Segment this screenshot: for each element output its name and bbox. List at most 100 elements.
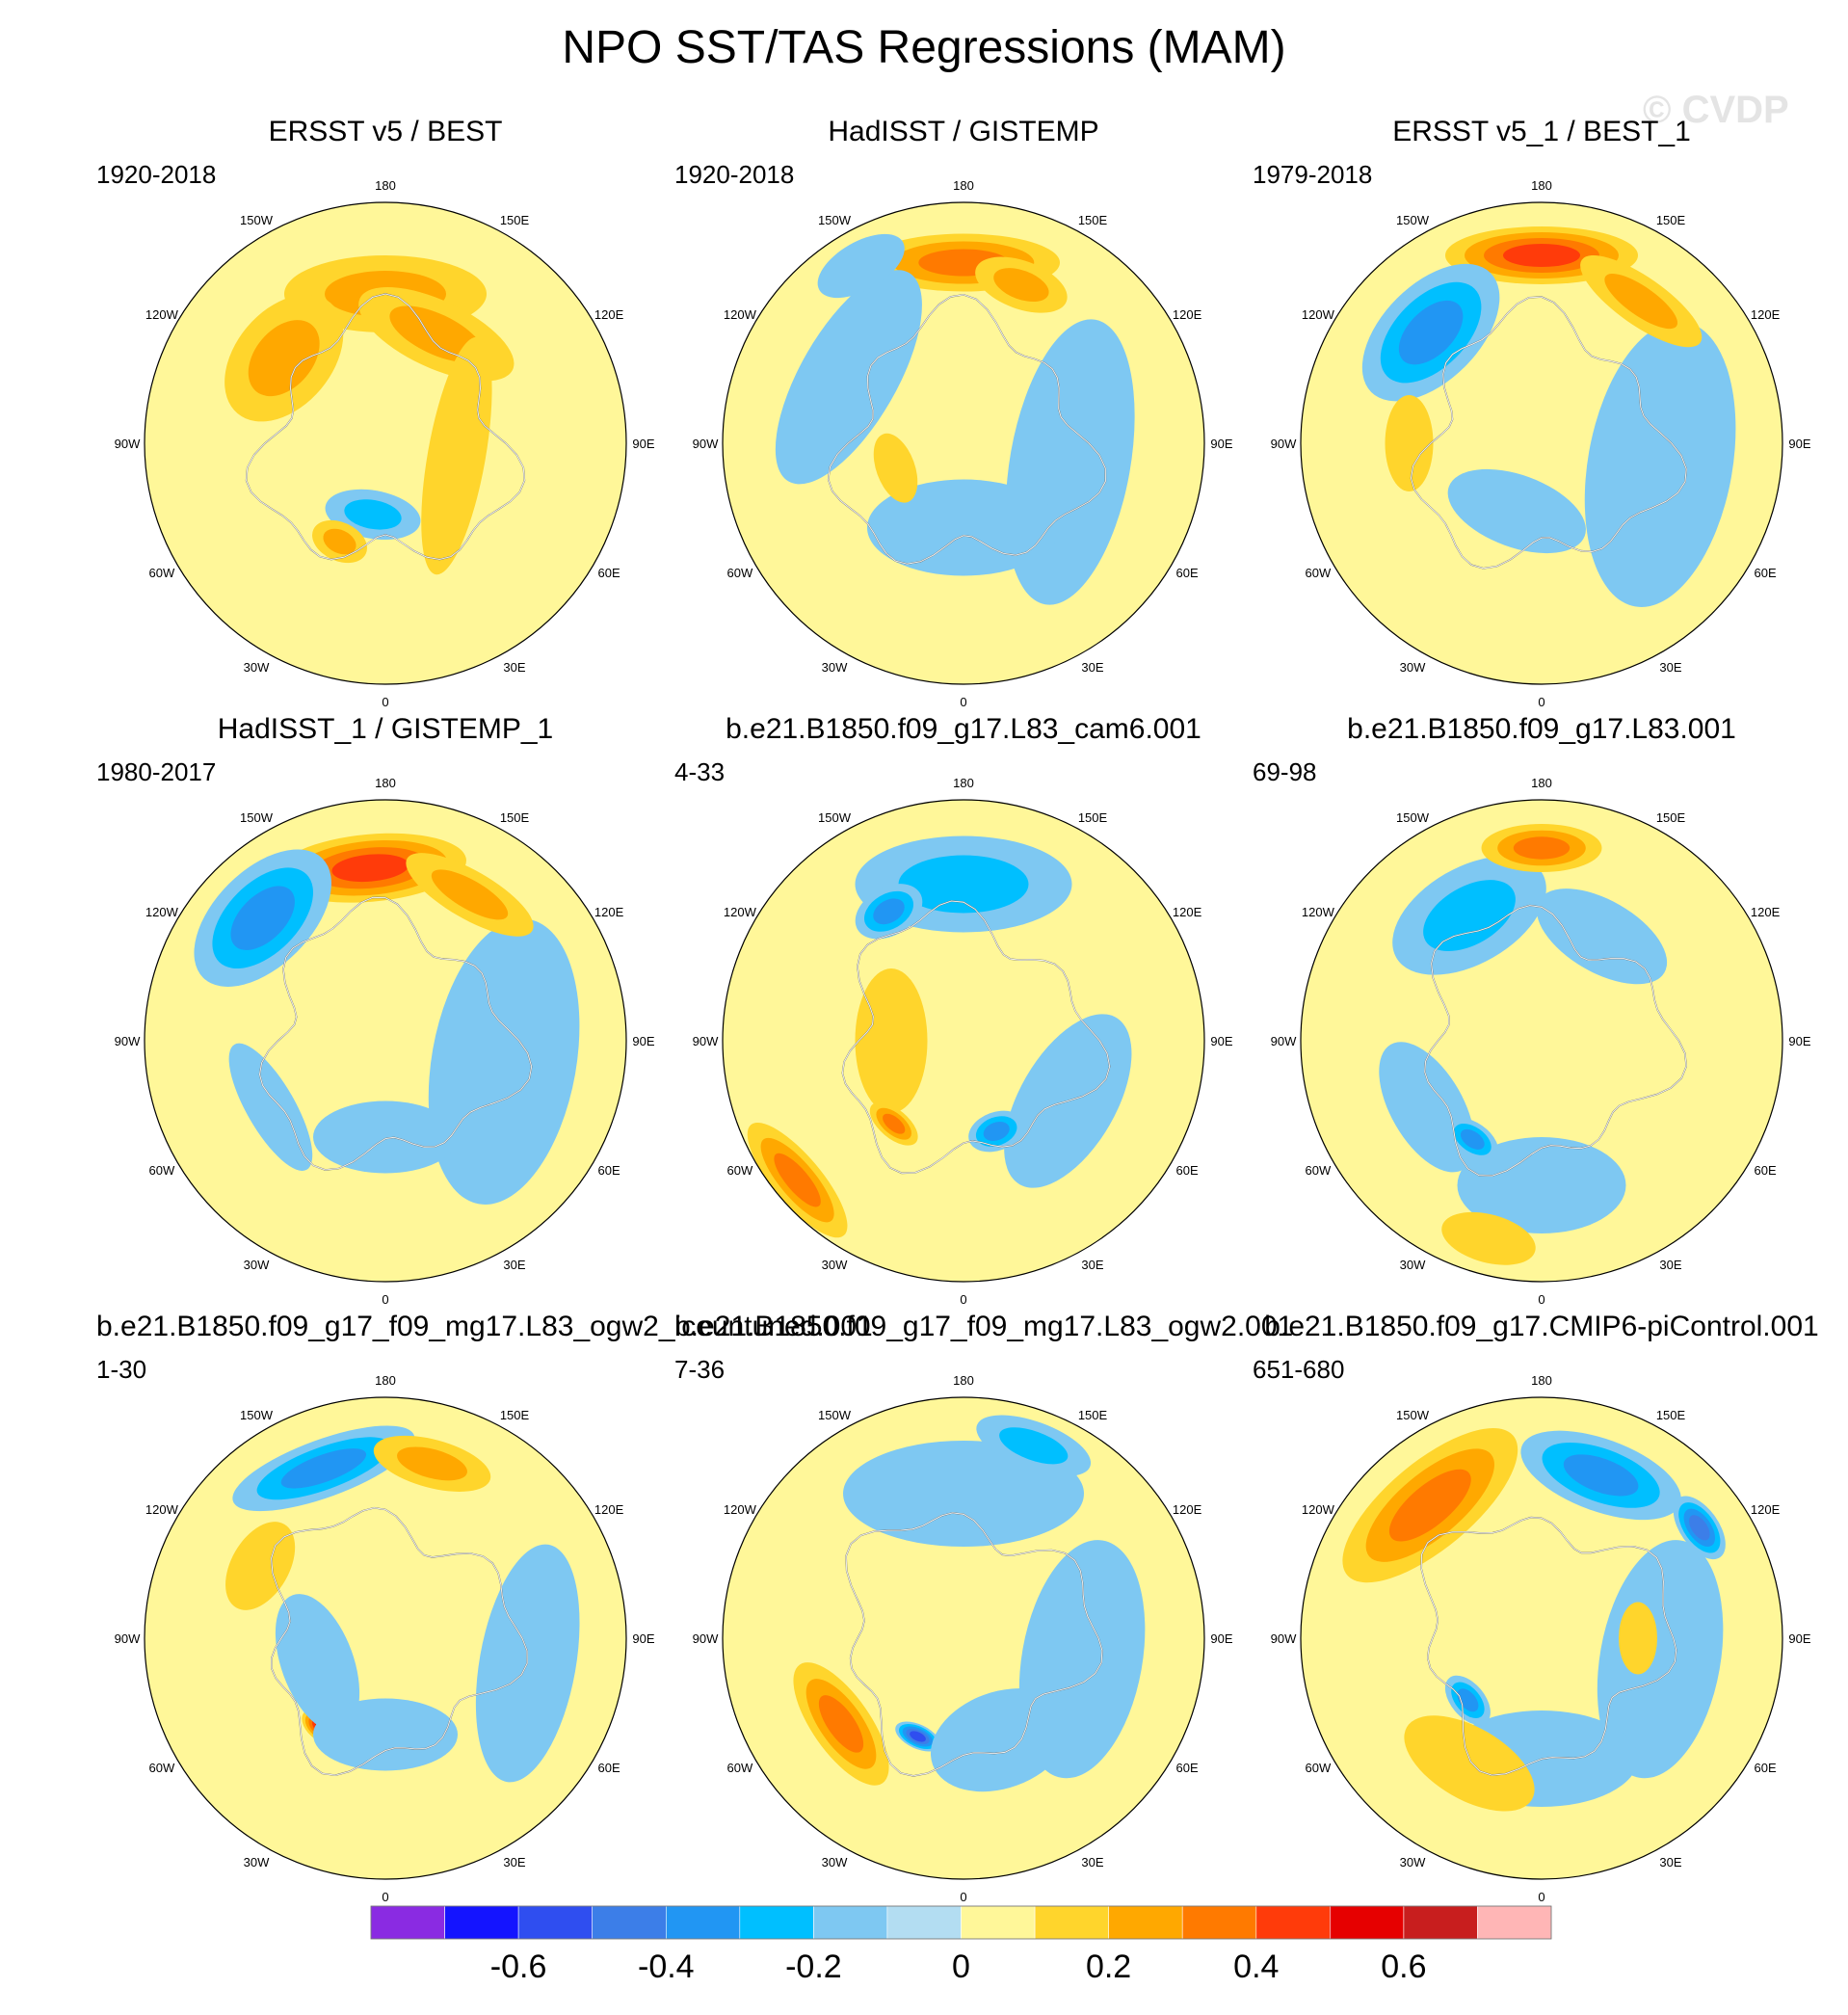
anomaly-contour [873, 433, 918, 503]
lon-tick-label: 30E [1659, 660, 1681, 675]
polar-map: 180 150E 120E 90E 60E 30E 0 30W 60W 90W 120W 150W [693, 1373, 1233, 1904]
lon-tick-label: 60E [598, 1163, 620, 1178]
lon-tick-label: 90W [693, 1631, 719, 1646]
lon-tick-label: 90W [115, 1034, 141, 1048]
panel-period: 651-680 [1253, 1355, 1345, 1384]
polar-map: 180 150E 120E 90E 60E 30E 0 30W 60W 90W 120W 150W [115, 1373, 655, 1904]
lon-tick-label: 180 [375, 776, 396, 790]
anomaly-contour [883, 1113, 906, 1134]
lon-tick-label: 30W [244, 1258, 270, 1272]
map-panel: b.e21.B1850.f09_g17_f09_mg17.L83_ogw2_ic… [96, 1311, 873, 1908]
lon-tick-label: 30W [1400, 660, 1426, 675]
colorbar-tick-label: 0.6 [1381, 1949, 1426, 1985]
lon-tick-label: 180 [1531, 1373, 1552, 1388]
lon-tick-label: 150E [500, 810, 530, 825]
lon-tick-label: 90E [1210, 437, 1232, 451]
lon-tick-label: 120E [594, 1502, 624, 1517]
anomaly-contour [775, 270, 922, 485]
lon-tick-label: 60E [1176, 1163, 1199, 1178]
colorbar-tick-label: 0 [952, 1949, 970, 1985]
lon-tick-label: 150E [500, 213, 530, 227]
anomaly-contour [323, 528, 356, 555]
anomaly-contour [1536, 888, 1668, 985]
lon-tick-label: 150E [1078, 810, 1108, 825]
lon-tick-label: 120W [724, 905, 757, 919]
colorbar-box [444, 1905, 519, 1940]
anomaly-contour [1584, 321, 1736, 607]
colorbar-tick-label: -0.2 [785, 1949, 842, 1985]
colorbar-box [1403, 1905, 1478, 1940]
lon-tick-label: 30E [1659, 1855, 1681, 1869]
map-border [1300, 201, 1783, 685]
lon-tick-label: 0 [382, 1292, 388, 1307]
colorbar: -0.6 -0.4 -0.2 0 0.2 0.4 0.6 [370, 1905, 1552, 1985]
lon-tick-label: 120E [1751, 1502, 1781, 1517]
lon-tick-label: 30W [822, 660, 848, 675]
lon-tick-label: 90E [632, 1034, 654, 1048]
lon-tick-label: 180 [375, 178, 396, 193]
lon-tick-label: 0 [382, 695, 388, 709]
anomaly-contour [313, 1100, 458, 1174]
lon-tick-label: 60W [727, 1163, 753, 1178]
lon-tick-label: 120W [1302, 905, 1335, 919]
colorbar-box [739, 1905, 814, 1940]
lon-tick-label: 30W [1400, 1258, 1426, 1272]
lon-tick-label: 120W [724, 307, 757, 322]
lon-tick-label: 150W [240, 213, 274, 227]
lon-tick-label: 180 [953, 776, 974, 790]
anomaly-contour [1398, 300, 1464, 365]
anomaly-contour [389, 305, 484, 362]
anomaly-contour [331, 854, 409, 883]
panel-title: HadISST / GISTEMP [828, 116, 1099, 147]
map-border [144, 799, 627, 1283]
colorbar-box [517, 1905, 593, 1940]
panel-period: 1920-2018 [674, 160, 795, 189]
lon-tick-label: 120E [1751, 307, 1781, 322]
lon-tick-label: 60E [1755, 566, 1777, 580]
panel-title: b.e21.B1850.f09_g17.CMIP6-piControl.001 [1264, 1311, 1819, 1342]
lon-tick-label: 30W [244, 1855, 270, 1869]
lon-tick-label: 0 [960, 1292, 966, 1307]
anomaly-contour [855, 968, 928, 1113]
anomaly-contour [344, 499, 402, 530]
lon-tick-label: 150W [240, 1408, 274, 1422]
lon-tick-label: 120W [145, 1502, 179, 1517]
anomaly-contour [999, 1427, 1069, 1465]
anomaly-contour [818, 1695, 864, 1753]
anomaly-contour [428, 918, 580, 1205]
anomaly-contour [1457, 1137, 1626, 1233]
lon-tick-label: 90W [1271, 437, 1297, 451]
anomaly-contour [983, 1122, 1010, 1141]
anomaly-contour [1385, 395, 1434, 491]
lon-tick-label: 150E [1078, 1408, 1108, 1422]
lon-tick-label: 0 [1538, 1890, 1544, 1904]
anomaly-contour [774, 1153, 821, 1207]
lon-tick-label: 60E [1755, 1761, 1777, 1775]
anomaly-contour [275, 1594, 360, 1733]
lon-tick-label: 30W [244, 660, 270, 675]
panel-title: b.e21.B1850.f09_g17.L83.001 [1347, 713, 1736, 745]
panel-period: 1980-2017 [96, 757, 217, 786]
lon-tick-label: 120W [145, 905, 179, 919]
lon-tick-label: 120E [594, 905, 624, 919]
lon-tick-label: 30E [1081, 1855, 1103, 1869]
coastline-highlight [259, 896, 533, 1171]
map-border [722, 1396, 1205, 1880]
lon-tick-label: 120E [594, 307, 624, 322]
anomaly-contour [817, 233, 905, 299]
anomaly-contour [867, 479, 1060, 576]
lon-tick-label: 60W [149, 566, 175, 580]
map-panel: HadISST / GISTEMP 1920-2018 180 150E 120E 90E… [674, 116, 1253, 713]
colorbar-box [665, 1905, 741, 1940]
lon-tick-label: 150W [818, 810, 852, 825]
lon-tick-label: 120E [1173, 1502, 1202, 1517]
lon-tick-label: 180 [953, 178, 974, 193]
lon-tick-label: 90E [632, 1631, 654, 1646]
anomaly-contour [397, 1446, 467, 1481]
colorbar-tick-label: -0.4 [638, 1949, 695, 1985]
panel-period: 1920-2018 [96, 160, 217, 189]
colorbar-tick-label: 0.4 [1233, 1949, 1279, 1985]
anomaly-contour [1388, 1469, 1471, 1542]
anomaly-contour [1563, 1454, 1639, 1497]
lon-tick-label: 60W [149, 1163, 175, 1178]
